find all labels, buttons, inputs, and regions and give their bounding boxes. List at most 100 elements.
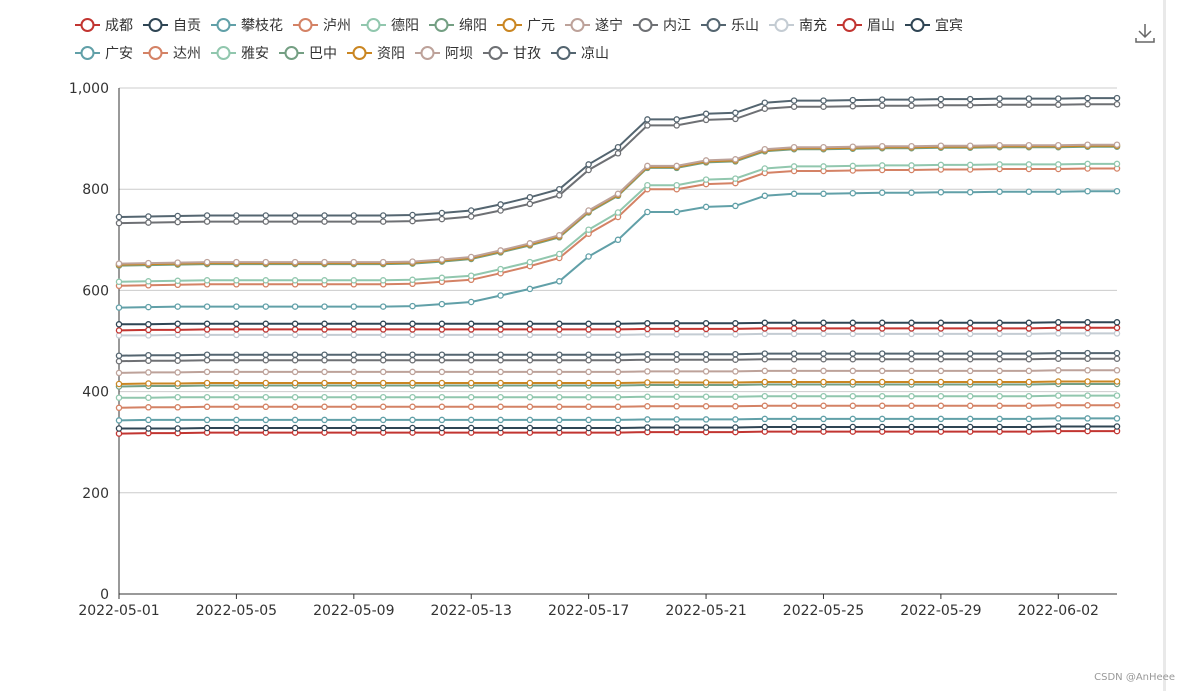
data-point xyxy=(526,424,534,432)
data-point xyxy=(849,402,857,410)
data-point xyxy=(497,331,504,339)
legend-item[interactable]: 成都 xyxy=(75,18,133,34)
data-point xyxy=(1025,188,1033,195)
data-point xyxy=(556,192,563,199)
data-point xyxy=(790,402,798,410)
data-point xyxy=(350,303,358,310)
data-point xyxy=(350,356,358,364)
data-point xyxy=(761,99,769,106)
data-point xyxy=(878,423,886,431)
legend-label: 德阳 xyxy=(391,18,419,34)
data-point xyxy=(115,213,123,221)
legend-item[interactable]: 绵阳 xyxy=(429,17,487,34)
data-point xyxy=(937,161,945,169)
data-point xyxy=(1025,330,1033,338)
data-point xyxy=(937,188,945,196)
data-point xyxy=(409,379,416,387)
data-point xyxy=(702,393,710,400)
legend-item[interactable]: 雅安 xyxy=(211,46,269,62)
data-point xyxy=(1113,349,1121,357)
y-tick-label: 0 xyxy=(100,587,109,603)
data-point xyxy=(937,325,945,332)
data-point xyxy=(732,175,739,182)
data-point xyxy=(790,415,798,423)
legend-item[interactable]: 内江 xyxy=(633,18,691,34)
legend-item[interactable]: 资阳 xyxy=(347,46,405,62)
legend-item[interactable]: 乐山 xyxy=(701,18,759,34)
data-point xyxy=(1025,325,1033,332)
legend-item[interactable]: 眉山 xyxy=(837,18,895,34)
data-point xyxy=(644,403,651,410)
data-point xyxy=(878,415,886,423)
data-point xyxy=(321,212,328,219)
data-point xyxy=(644,424,651,431)
data-point xyxy=(379,368,387,376)
data-point xyxy=(1055,188,1062,195)
data-point xyxy=(467,298,475,306)
data-point xyxy=(556,424,563,432)
data-point xyxy=(585,207,592,214)
data-point xyxy=(233,331,240,339)
series-17 xyxy=(115,142,1121,268)
data-point xyxy=(644,208,651,216)
data-point xyxy=(291,393,299,401)
data-point xyxy=(174,218,181,226)
data-point xyxy=(878,189,886,196)
data-point xyxy=(732,202,739,210)
data-point xyxy=(379,379,387,387)
data-point xyxy=(379,212,387,219)
data-point xyxy=(702,110,710,118)
data-point xyxy=(262,218,270,225)
legend-item[interactable]: 巴中 xyxy=(279,46,337,62)
legend-item[interactable]: 广元 xyxy=(497,18,555,34)
legend-item[interactable]: 甘孜 xyxy=(483,46,541,62)
legend-item[interactable]: 遂宁 xyxy=(565,17,623,34)
x-tick-label: 2022-06-02 xyxy=(1018,603,1099,619)
data-point xyxy=(761,105,769,112)
data-point xyxy=(908,142,915,150)
data-point xyxy=(1055,141,1062,149)
data-point xyxy=(321,424,328,432)
legend-symbol xyxy=(216,18,231,32)
legend-item[interactable]: 广安 xyxy=(75,46,133,62)
data-point xyxy=(203,416,211,424)
data-point xyxy=(1025,161,1033,168)
data-point xyxy=(878,367,886,375)
legend-label: 雅安 xyxy=(241,46,269,62)
scrollbar[interactable] xyxy=(1163,0,1166,691)
data-point xyxy=(233,356,240,364)
data-point xyxy=(761,350,769,357)
series-14 xyxy=(115,165,1121,290)
legend-item[interactable]: 自贡 xyxy=(143,18,201,34)
data-point xyxy=(1055,402,1062,409)
legend-item[interactable]: 阿坝 xyxy=(415,46,473,62)
legend-item[interactable]: 攀枝花 xyxy=(211,18,283,34)
data-point xyxy=(526,258,534,266)
data-point xyxy=(467,393,475,401)
legend-item[interactable]: 泸州 xyxy=(293,18,351,34)
legend-symbol xyxy=(570,18,585,32)
legend-item[interactable]: 南充 xyxy=(769,18,827,34)
data-point xyxy=(467,416,475,424)
legend-item[interactable]: 德阳 xyxy=(361,18,419,34)
download-icon[interactable] xyxy=(1135,24,1155,43)
legend-symbol xyxy=(774,18,789,32)
data-point xyxy=(702,157,710,164)
data-point xyxy=(644,356,651,363)
data-point xyxy=(966,392,974,400)
data-point xyxy=(820,423,827,431)
data-point xyxy=(321,379,328,387)
data-point xyxy=(849,378,857,386)
data-point xyxy=(644,393,651,400)
data-point xyxy=(732,403,739,410)
data-point xyxy=(379,218,387,225)
legend-item[interactable]: 达州 xyxy=(143,46,201,62)
x-tick-label: 2022-05-21 xyxy=(665,603,746,619)
data-point xyxy=(820,402,827,410)
data-point xyxy=(556,356,563,364)
legend-item[interactable]: 凉山 xyxy=(551,46,609,62)
legend-label: 甘孜 xyxy=(513,46,541,62)
legend-item[interactable]: 宜宾 xyxy=(905,18,963,34)
data-point xyxy=(585,393,592,401)
data-point xyxy=(614,209,622,216)
